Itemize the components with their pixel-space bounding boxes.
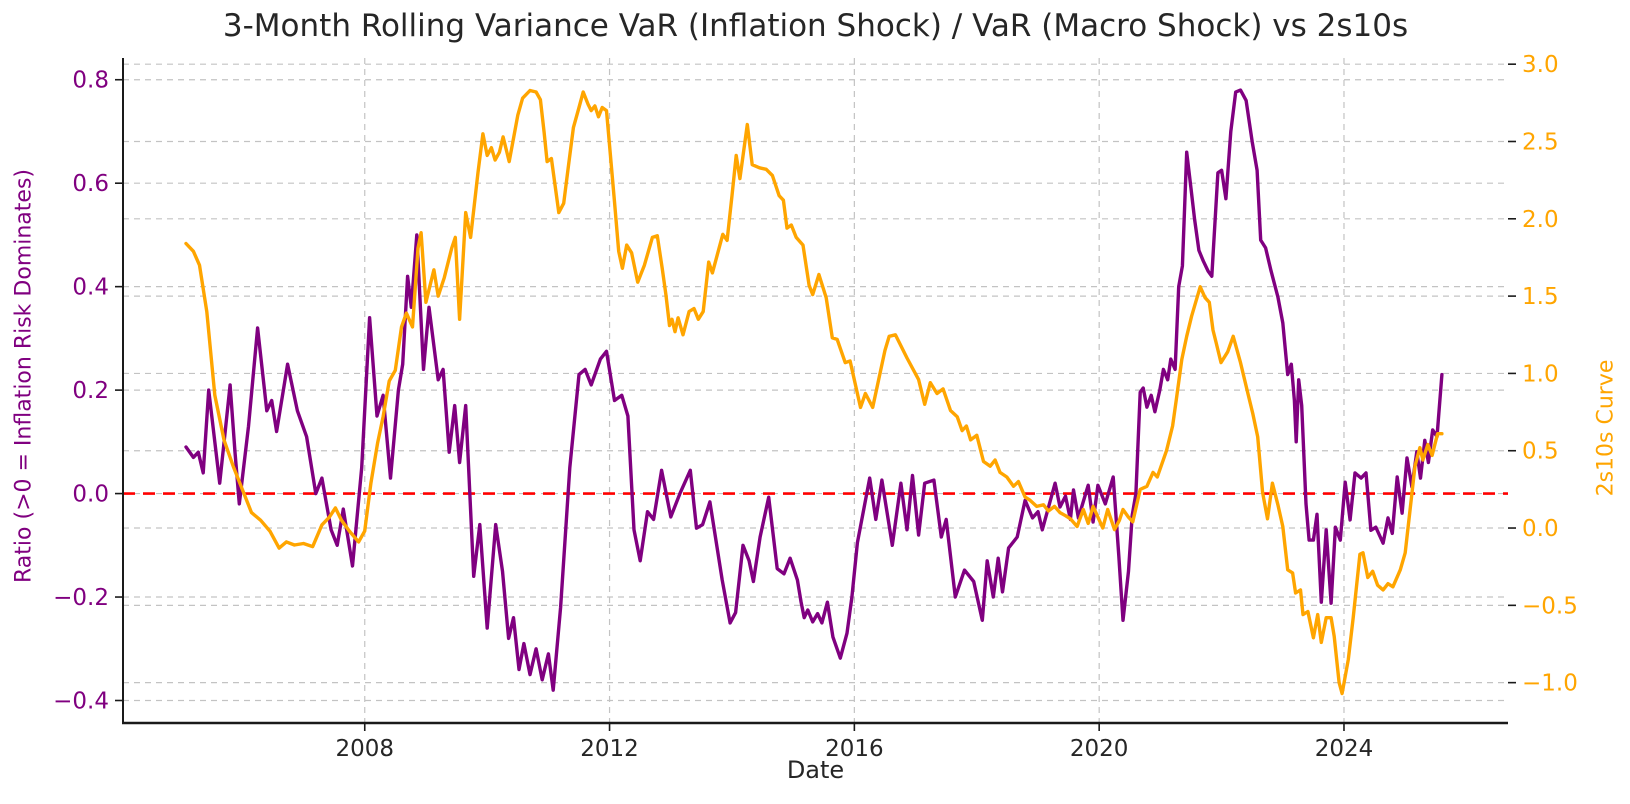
gridlines-vertical bbox=[364, 58, 1345, 723]
svg-text:1.5: 1.5 bbox=[1522, 284, 1559, 310]
svg-text:2.5: 2.5 bbox=[1522, 129, 1559, 155]
axis-tick-labels: 0.8 0.6 0.4 0.2 0.0 −0.2 −0.4 3.0 2.5 2.0 1.5 1.0 0.… bbox=[53, 52, 1578, 762]
left-y-axis-label: Ratio (>0 = Inflation Risk Dominates) bbox=[11, 169, 37, 583]
series-2s10s-line bbox=[184, 88, 1444, 696]
svg-text:−0.5: −0.5 bbox=[1522, 593, 1578, 619]
svg-text:0.0: 0.0 bbox=[1522, 516, 1559, 542]
svg-text:3.0: 3.0 bbox=[1522, 52, 1559, 78]
svg-text:0.8: 0.8 bbox=[72, 68, 109, 94]
svg-text:−0.4: −0.4 bbox=[53, 688, 109, 714]
svg-text:0.2: 0.2 bbox=[72, 378, 109, 404]
svg-text:2012: 2012 bbox=[580, 736, 639, 762]
svg-text:2020: 2020 bbox=[1070, 736, 1129, 762]
svg-text:−0.2: −0.2 bbox=[53, 585, 109, 611]
svg-text:2024: 2024 bbox=[1315, 736, 1374, 762]
svg-text:0.6: 0.6 bbox=[72, 171, 109, 197]
svg-text:0.5: 0.5 bbox=[1522, 439, 1559, 465]
chart-title: 3-Month Rolling Variance VaR (Inflation … bbox=[222, 8, 1409, 44]
svg-text:0.4: 0.4 bbox=[72, 275, 109, 301]
series-ratio-line bbox=[184, 88, 1444, 692]
right-y-axis-label: 2s10s Curve bbox=[1593, 359, 1619, 497]
svg-text:2008: 2008 bbox=[335, 736, 394, 762]
svg-text:2.0: 2.0 bbox=[1522, 207, 1559, 233]
svg-text:1.0: 1.0 bbox=[1522, 361, 1559, 387]
svg-text:2016: 2016 bbox=[825, 736, 884, 762]
svg-text:−1.0: −1.0 bbox=[1522, 671, 1578, 697]
svg-text:0.0: 0.0 bbox=[72, 482, 109, 508]
x-axis-label: Date bbox=[786, 756, 845, 784]
axis-tick-marks bbox=[115, 63, 1516, 731]
